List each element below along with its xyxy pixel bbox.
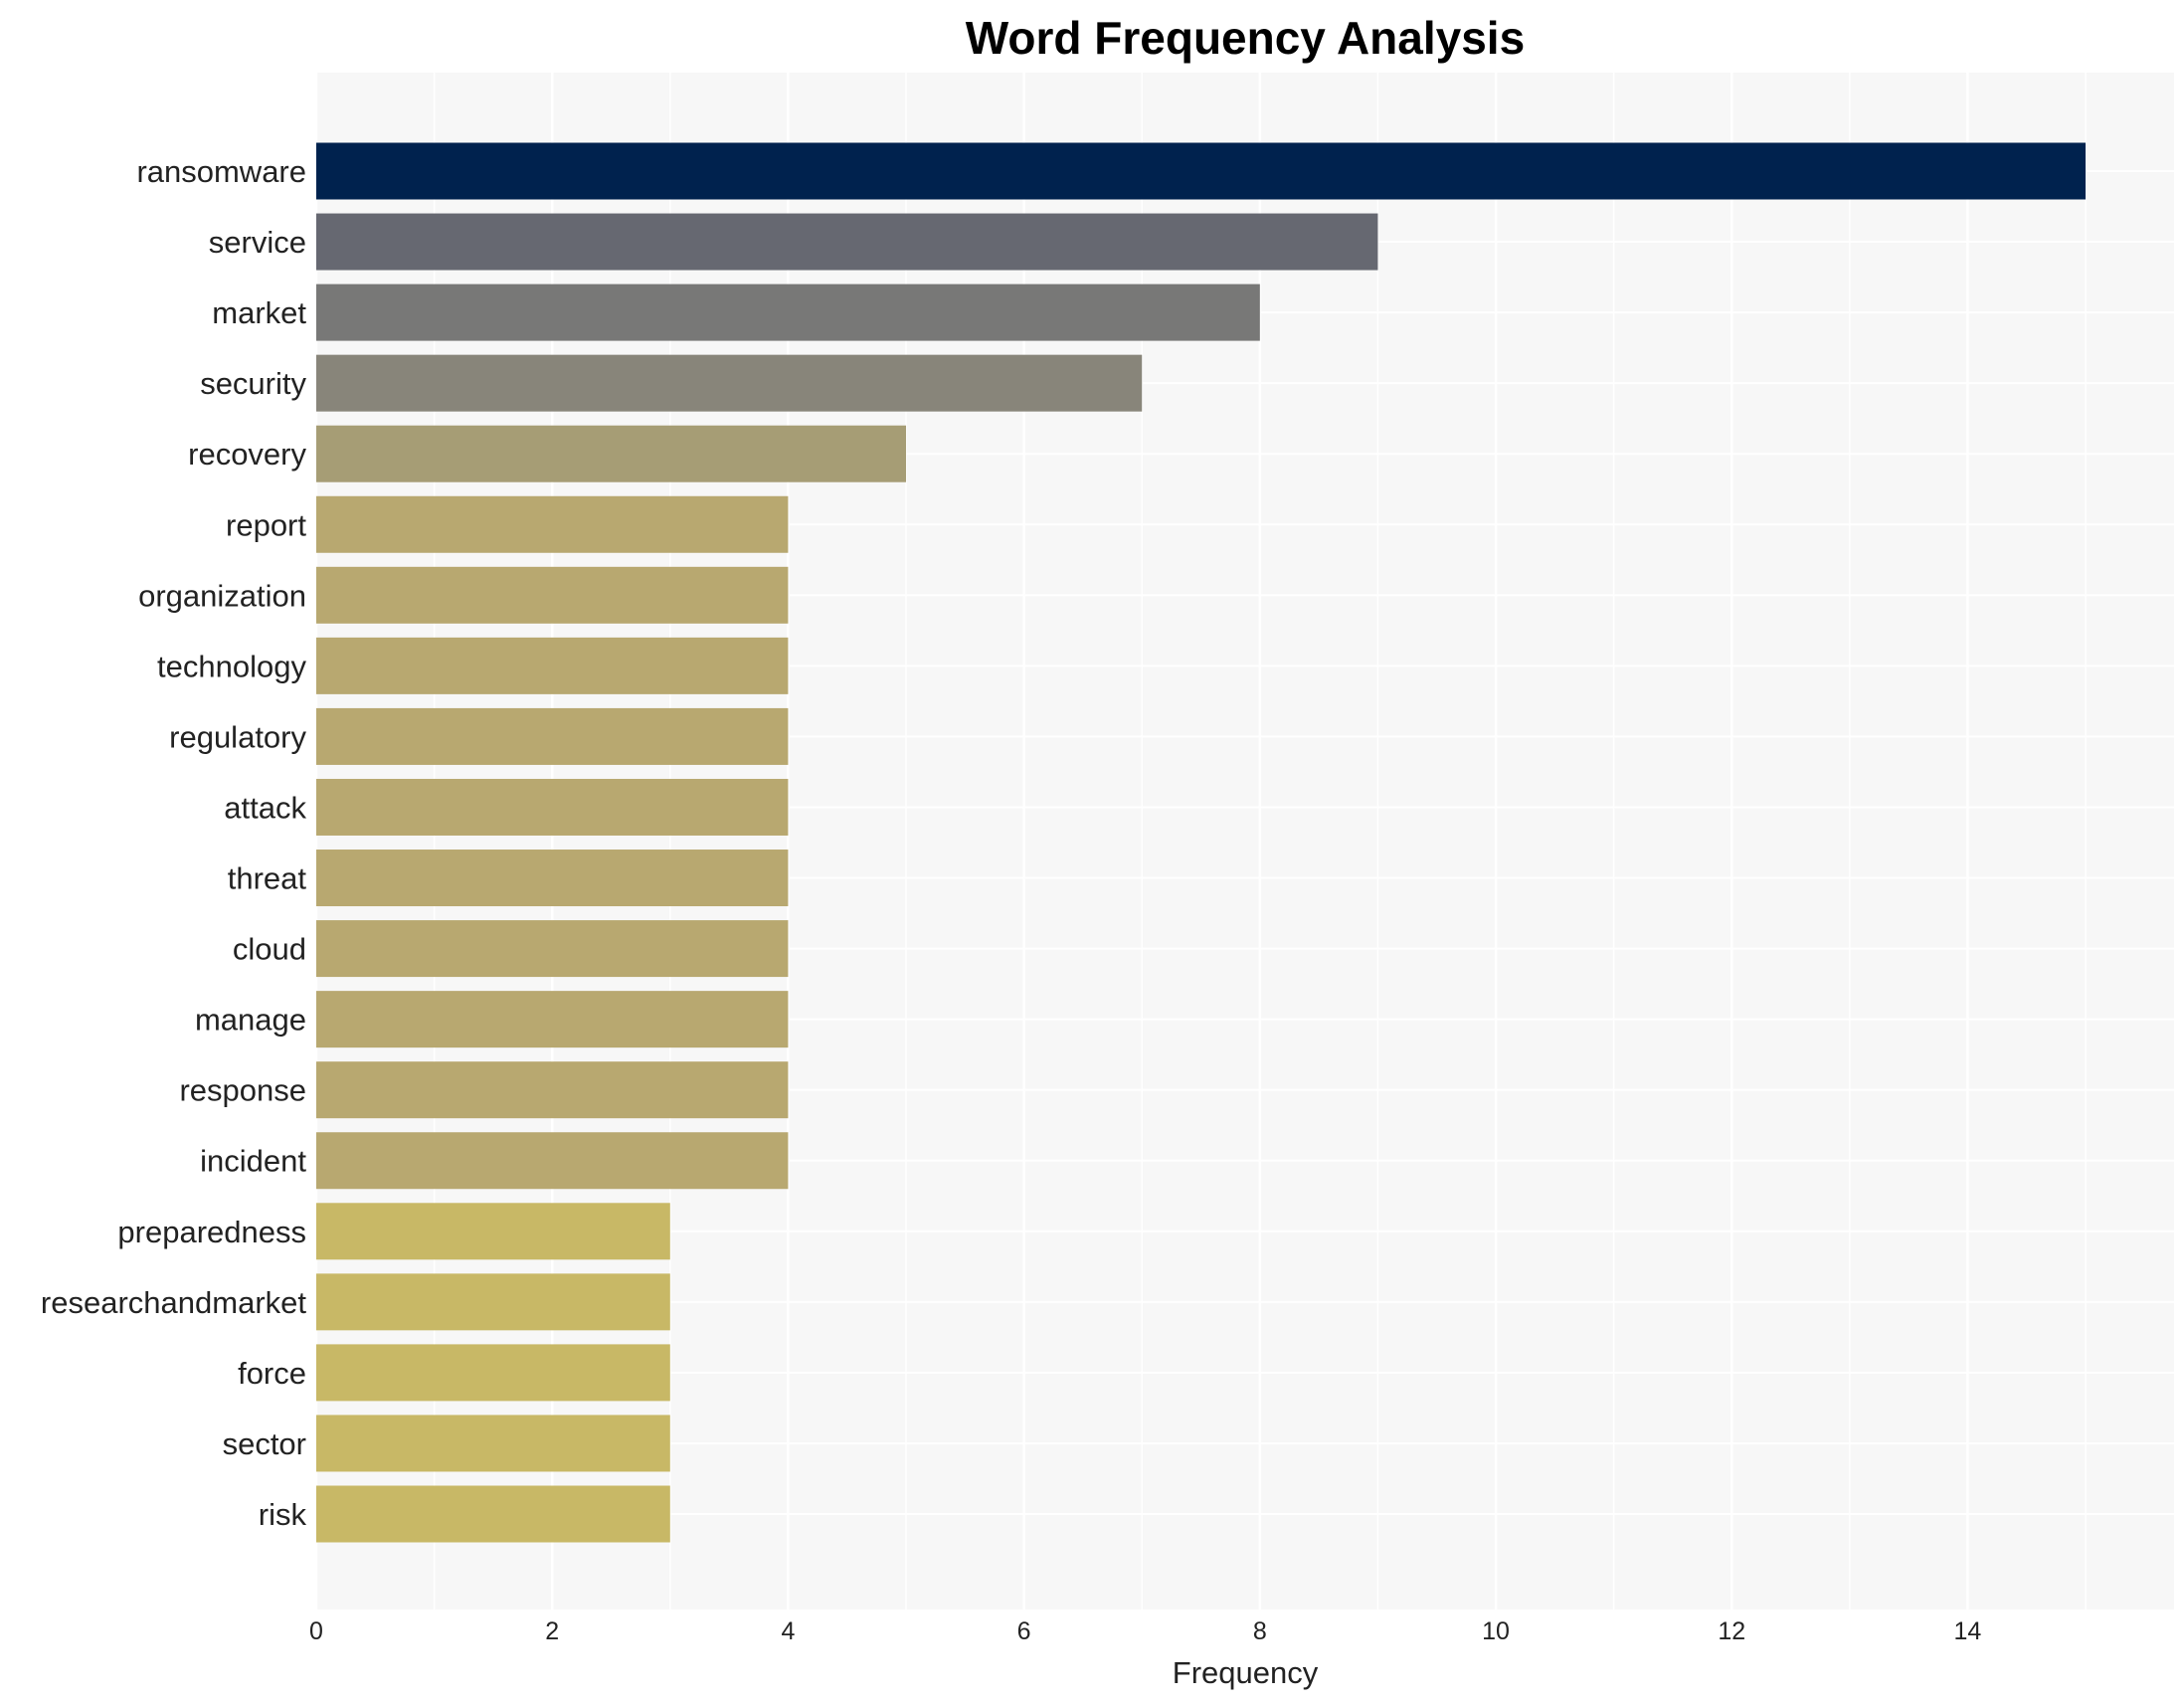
bar-incident [316,1132,789,1190]
y-tick-label: technology [157,649,306,683]
y-tick-label: security [200,366,306,401]
bars [316,142,2087,1543]
bar-security [316,354,1143,412]
y-tick-label: threat [228,861,307,896]
y-tick-label: report [226,507,306,542]
bar-sector [316,1415,670,1472]
x-tick-label: 12 [1718,1617,1745,1645]
bar-attack [316,778,789,836]
bar-service [316,213,1378,271]
y-tick-label: manage [195,1003,306,1038]
bar-ransomware [316,142,2087,200]
bar-threat [316,850,789,907]
y-tick-label: force [238,1356,306,1391]
bar-cloud [316,920,789,978]
chart-title: Word Frequency Analysis [966,12,1525,64]
bar-report [316,495,789,553]
bar-regulatory [316,707,789,765]
bar-recovery [316,425,907,482]
x-tick-label: 8 [1253,1617,1267,1645]
bar-technology [316,637,789,694]
x-tick-label: 10 [1482,1617,1510,1645]
x-tick-label: 2 [545,1617,559,1645]
y-tick-label: sector [223,1426,306,1461]
bar-manage [316,991,789,1048]
y-tick-label: market [212,295,306,330]
x-tick-label: 4 [781,1617,795,1645]
y-tick-label: service [209,225,306,260]
x-axis-label: Frequency [1173,1655,1319,1690]
y-tick-labels: ransomware service market security recovery r… [41,154,307,1532]
y-tick-label: cloud [233,932,306,967]
y-tick-label: ransomware [136,154,306,189]
x-tick-label: 6 [1017,1617,1031,1645]
y-tick-label: attack [224,790,306,825]
y-tick-label: researchandmarket [41,1285,306,1320]
x-tick-label: 0 [309,1617,323,1645]
bar-organization [316,566,789,624]
y-tick-label: risk [259,1497,307,1532]
bar-risk [316,1485,670,1543]
y-tick-label: organization [138,578,306,613]
y-tick-label: incident [200,1144,306,1179]
x-tick-label: 14 [1954,1617,1982,1645]
x-tick-labels: 0 2 4 6 8 10 12 14 [309,1617,1981,1645]
bar-researchandmarket [316,1273,670,1331]
bar-preparedness [316,1203,670,1260]
bar-response [316,1061,789,1119]
y-tick-label: regulatory [169,719,306,754]
bar-force [316,1344,670,1402]
y-tick-label: preparedness [117,1215,306,1249]
y-tick-label: recovery [188,437,306,472]
bar-market [316,284,1260,341]
y-tick-label: response [179,1073,306,1108]
